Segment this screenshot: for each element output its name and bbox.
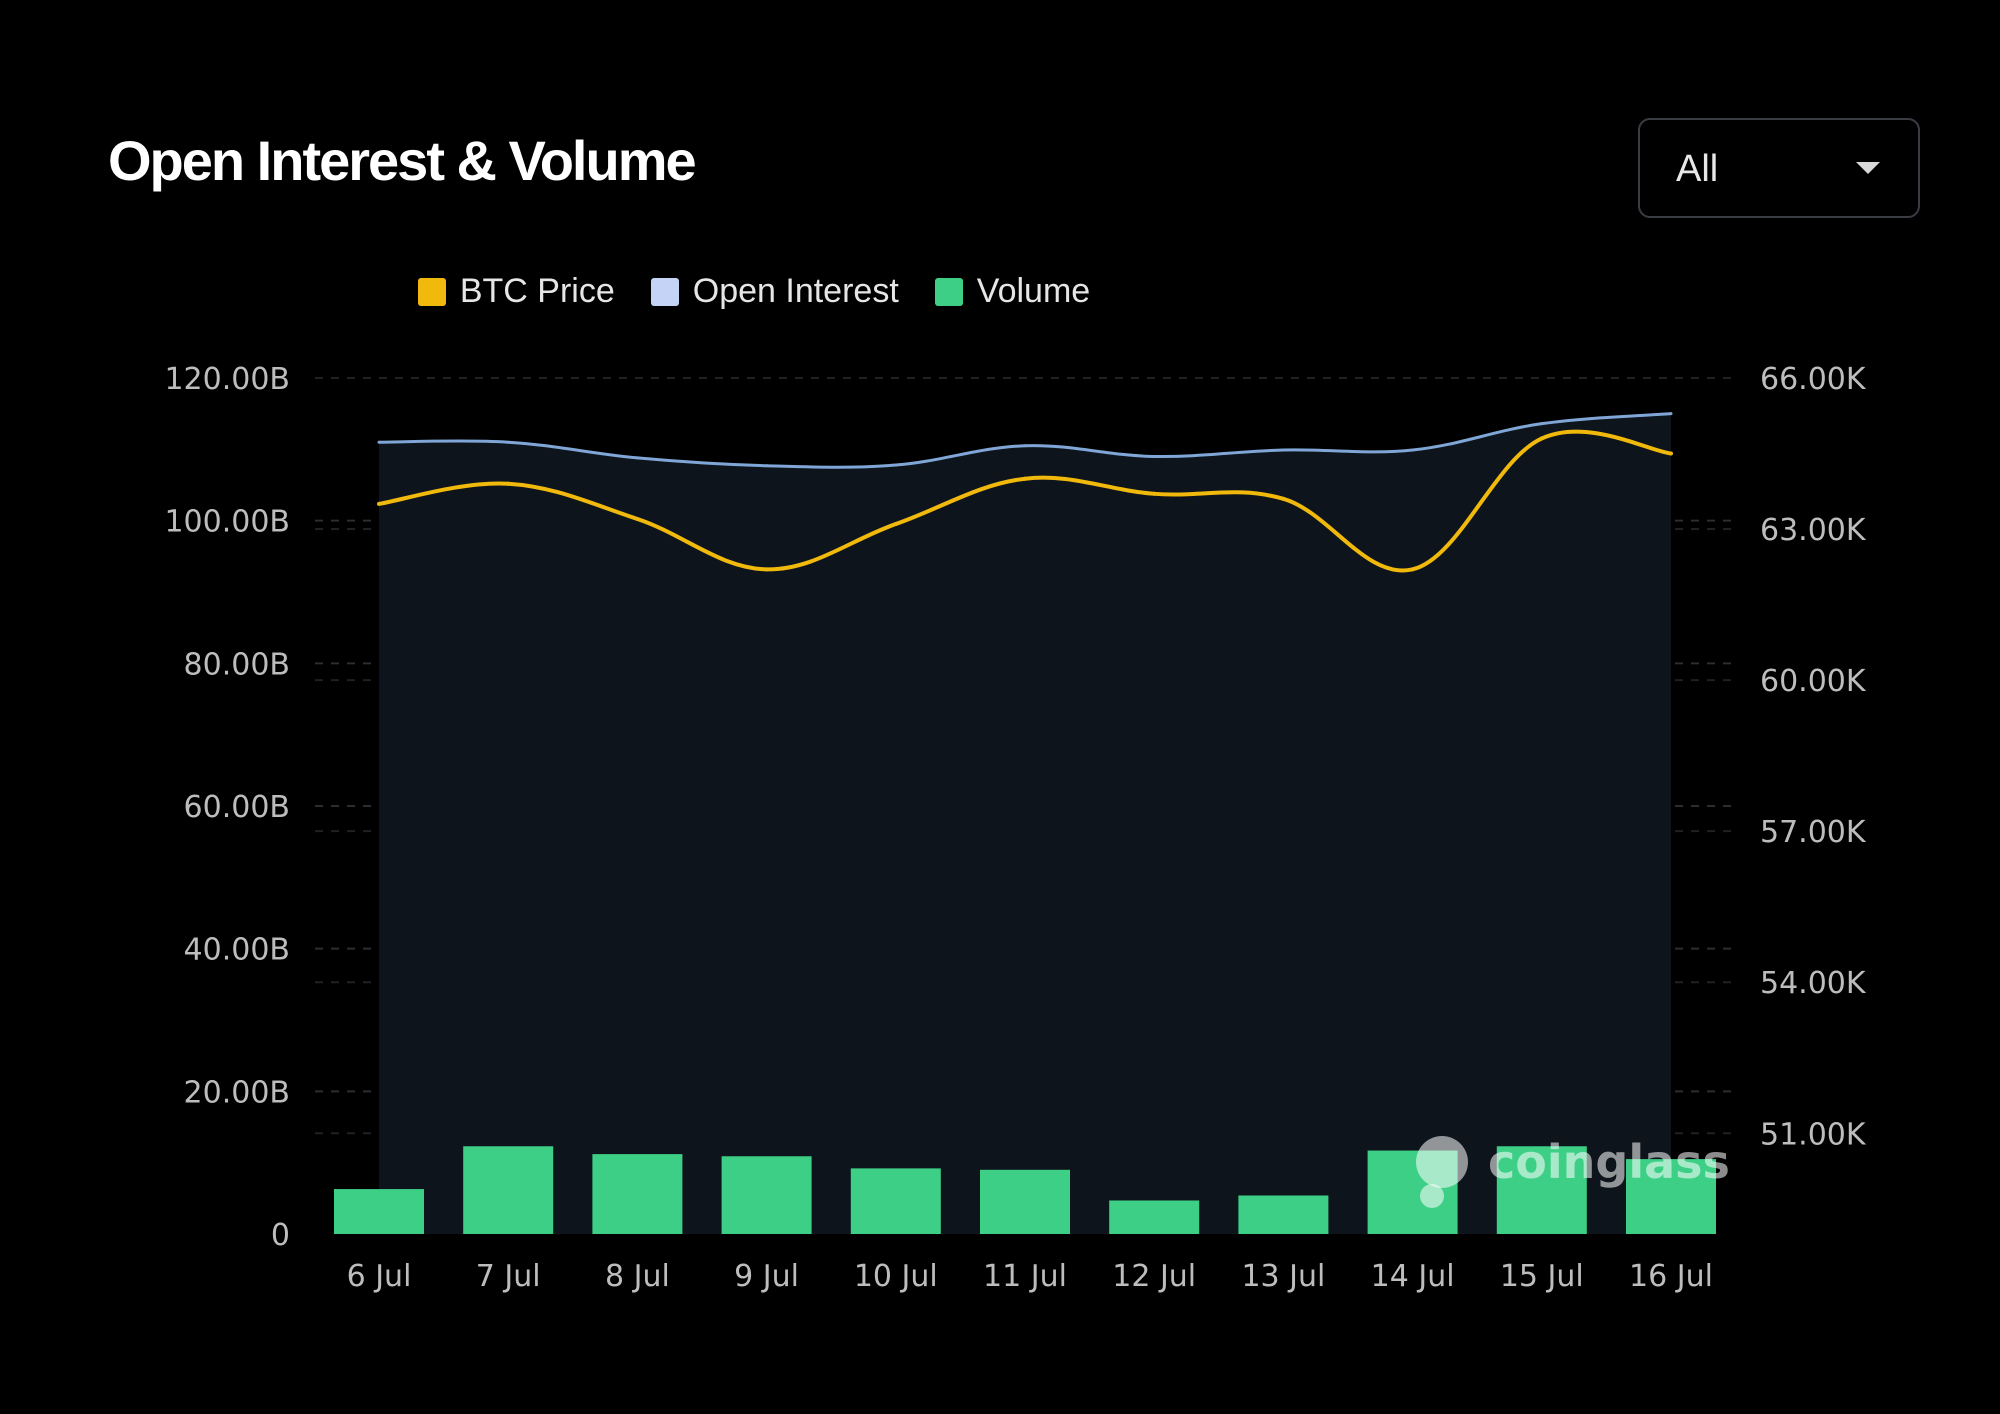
right-axis-tick-label: 66.00K: [1760, 362, 1867, 397]
time-range-value: All: [1676, 148, 1719, 190]
x-axis-tick-label: 11 Jul: [983, 1259, 1067, 1294]
left-axis-tick-label: 0: [271, 1218, 290, 1253]
coinglass-logo-icon: [1416, 1136, 1468, 1188]
volume-bar: [721, 1156, 812, 1234]
x-axis-tick-label: 16 Jul: [1629, 1259, 1713, 1294]
legend-swatch-btc-price: [417, 277, 446, 306]
chevron-down-icon: [1856, 162, 1880, 174]
volume-bar: [334, 1189, 424, 1234]
legend-label-volume: Volume: [976, 272, 1091, 310]
open-interest-point: [377, 440, 381, 444]
x-axis-tick-label: 10 Jul: [854, 1259, 938, 1294]
open-interest-point: [506, 440, 510, 444]
open-interest-area: [379, 413, 1671, 1235]
legend-swatch-volume: [934, 277, 963, 306]
x-axis-tick-label: 7 Jul: [476, 1259, 541, 1294]
left-axis-tick-label: 120.00B: [164, 362, 290, 397]
open-interest-point: [765, 464, 769, 468]
btc-price-line: [378, 429, 1672, 573]
right-axis-tick-label: 54.00K: [1760, 966, 1867, 1001]
x-axis-tick-label: 9 Jul: [734, 1259, 799, 1294]
volume-bar: [1238, 1195, 1329, 1234]
volume-bar: [850, 1168, 941, 1234]
x-axis-tick-label: 8 Jul: [605, 1259, 670, 1294]
open-interest-point: [1540, 422, 1544, 426]
legend-item-open-interest[interactable]: Open Interest: [650, 272, 899, 311]
btc-price-point: [377, 501, 381, 506]
open-interest-point: [1152, 454, 1156, 458]
btc-price-point: [1281, 496, 1286, 501]
x-axis-tick-label: 14 Jul: [1371, 1259, 1455, 1294]
left-axis-tick-label: 80.00B: [184, 647, 290, 682]
x-axis-tick-label: 6 Jul: [347, 1259, 412, 1294]
btc-price-point: [1152, 491, 1157, 496]
open-interest-point: [894, 463, 898, 467]
btc-price-point: [764, 567, 769, 572]
btc-price-point: [1669, 451, 1673, 456]
btc-price-point: [1539, 436, 1544, 441]
volume-bar: [592, 1154, 683, 1234]
volume-bar: [1626, 1159, 1716, 1234]
open-interest-point: [1023, 444, 1027, 448]
chart-title: Open Interest & Volume: [108, 129, 697, 192]
legend-label-btc-price: BTC Price: [459, 272, 615, 310]
legend-label-open-interest: Open Interest: [692, 272, 899, 310]
time-range-select[interactable]: All: [1638, 118, 1920, 218]
left-axis-tick-label: 20.00B: [184, 1075, 290, 1110]
legend-item-btc-price[interactable]: BTC Price: [417, 272, 615, 311]
left-axis-tick-label: 60.00B: [184, 790, 290, 825]
btc-price-point: [635, 516, 640, 521]
right-axis-tick-label: 63.00K: [1760, 513, 1867, 548]
btc-price-point: [893, 522, 898, 527]
btc-price-point: [1410, 567, 1415, 572]
x-axis-tick-label: 15 Jul: [1500, 1259, 1584, 1294]
volume-bar: [1109, 1200, 1200, 1234]
open-interest-point: [1411, 448, 1415, 452]
chart-legend: BTC Price Open Interest Volume: [0, 272, 1508, 311]
legend-swatch-open-interest: [650, 277, 679, 306]
volume-bar: [980, 1169, 1070, 1234]
btc-price-point: [1023, 476, 1027, 481]
legend-item-volume[interactable]: Volume: [934, 272, 1091, 311]
right-axis-tick-label: 57.00K: [1760, 815, 1867, 850]
right-axis-tick-label: 60.00K: [1760, 664, 1867, 699]
volume-bar: [463, 1146, 554, 1234]
x-axis-tick-label: 12 Jul: [1112, 1259, 1196, 1294]
right-axis-tick-label: 51.00K: [1760, 1117, 1867, 1152]
open-interest-point: [1669, 412, 1673, 416]
left-axis-tick-label: 40.00B: [184, 933, 290, 968]
volume-bar: [1496, 1146, 1587, 1234]
btc-price-point: [506, 481, 511, 486]
open-interest-point: [1281, 448, 1285, 452]
open-interest-point: [635, 456, 639, 460]
coinglass-logo-icon: [1420, 1184, 1444, 1208]
watermark: coinglass: [1488, 1135, 1730, 1189]
x-axis-tick-label: 13 Jul: [1241, 1259, 1325, 1294]
left-axis-tick-label: 100.00B: [164, 505, 290, 540]
